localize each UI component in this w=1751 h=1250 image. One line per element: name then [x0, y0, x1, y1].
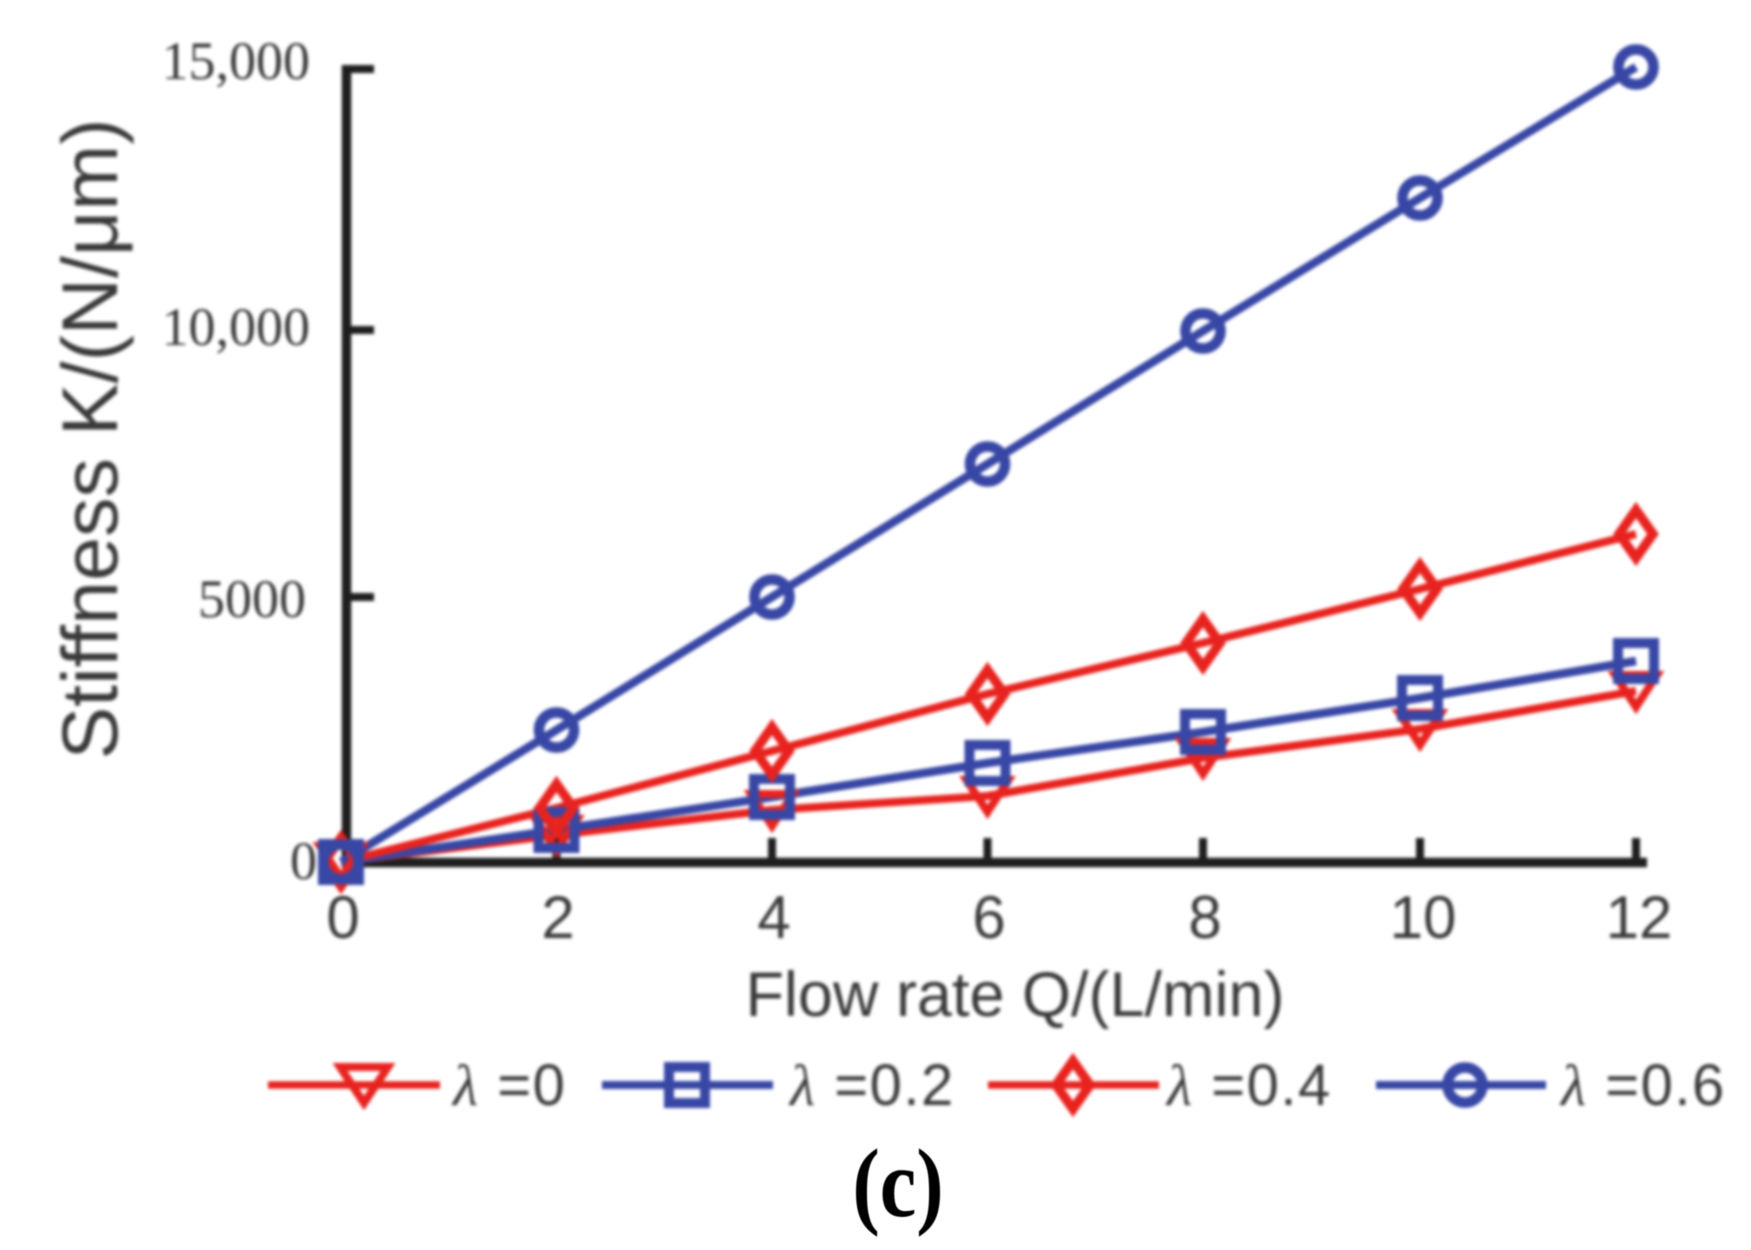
svg-text:λ =0.4: λ =0.4 [1165, 1053, 1332, 1118]
svg-text:8: 8 [1188, 884, 1221, 951]
svg-text:12: 12 [1606, 884, 1673, 951]
svg-text:15,000: 15,000 [162, 31, 311, 91]
svg-text:10: 10 [1390, 884, 1457, 951]
svg-text:(c): (c) [852, 1128, 943, 1237]
svg-text:10,000: 10,000 [162, 297, 311, 357]
svg-text:5000: 5000 [198, 569, 306, 629]
svg-text:Flow rate Q/(L/min): Flow rate Q/(L/min) [745, 960, 1284, 1030]
svg-text:6: 6 [972, 884, 1005, 951]
svg-text:0: 0 [290, 831, 317, 891]
svg-text:4: 4 [757, 884, 790, 951]
svg-text:0: 0 [326, 884, 359, 951]
svg-text:2: 2 [541, 884, 574, 951]
svg-text:λ =0.6: λ =0.6 [1559, 1053, 1726, 1118]
svg-text:Stiffness K/(N/μm): Stiffness K/(N/μm) [45, 118, 134, 759]
svg-text:λ =0: λ =0 [451, 1053, 566, 1118]
svg-text:λ =0.2: λ =0.2 [788, 1053, 955, 1118]
